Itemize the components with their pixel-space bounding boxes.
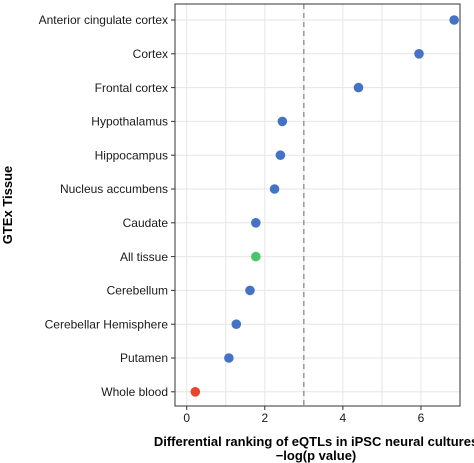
- data-point: [251, 251, 261, 262]
- y-tick-label: Nucleus accumbens: [60, 182, 168, 196]
- y-tick-label: All tissue: [120, 250, 168, 264]
- data-point: [245, 285, 255, 296]
- x-tick-labels: 0 2 4 6: [183, 406, 425, 425]
- y-tick-label: Frontal cortex: [95, 81, 168, 95]
- plot-panel: [174, 3, 461, 407]
- data-points: [190, 15, 459, 397]
- x-axis-title-line1: Differential ranking of eQTLs in iPSC ne…: [154, 434, 474, 449]
- y-tick-label: Caudate: [123, 216, 169, 230]
- data-point: [277, 116, 288, 127]
- data-point: [414, 49, 424, 59]
- data-point: [269, 184, 280, 194]
- grid-lines: [175, 4, 461, 406]
- x-tick-label: 4: [340, 411, 347, 425]
- x-axis-title-line2: −log(p value): [276, 448, 357, 463]
- y-tick-label: Hippocampus: [95, 148, 168, 162]
- data-point: [353, 82, 364, 93]
- x-tick-label: 2: [261, 411, 268, 425]
- y-tick-label: Cerebellar Hemisphere: [45, 317, 169, 331]
- y-tick-label: Whole blood: [101, 385, 168, 399]
- y-tick-label: Anterior cingulate cortex: [39, 13, 168, 27]
- data-point: [190, 387, 201, 397]
- y-axis-title: GTEx Tissue: [0, 166, 15, 245]
- data-point: [251, 218, 261, 228]
- y-tick-label: Hypothalamus: [91, 115, 168, 129]
- y-tick-labels: Anterior cingulate cortex Cortex Frontal c…: [39, 13, 175, 399]
- data-point: [449, 15, 459, 25]
- y-tick-label: Putamen: [120, 351, 168, 365]
- data-point: [224, 353, 234, 363]
- x-tick-label: 6: [418, 411, 425, 425]
- data-point: [275, 150, 286, 160]
- y-tick-label: Cortex: [133, 47, 168, 61]
- data-point: [231, 319, 242, 330]
- x-tick-label: 0: [183, 411, 190, 425]
- y-tick-label: Cerebellum: [107, 284, 168, 298]
